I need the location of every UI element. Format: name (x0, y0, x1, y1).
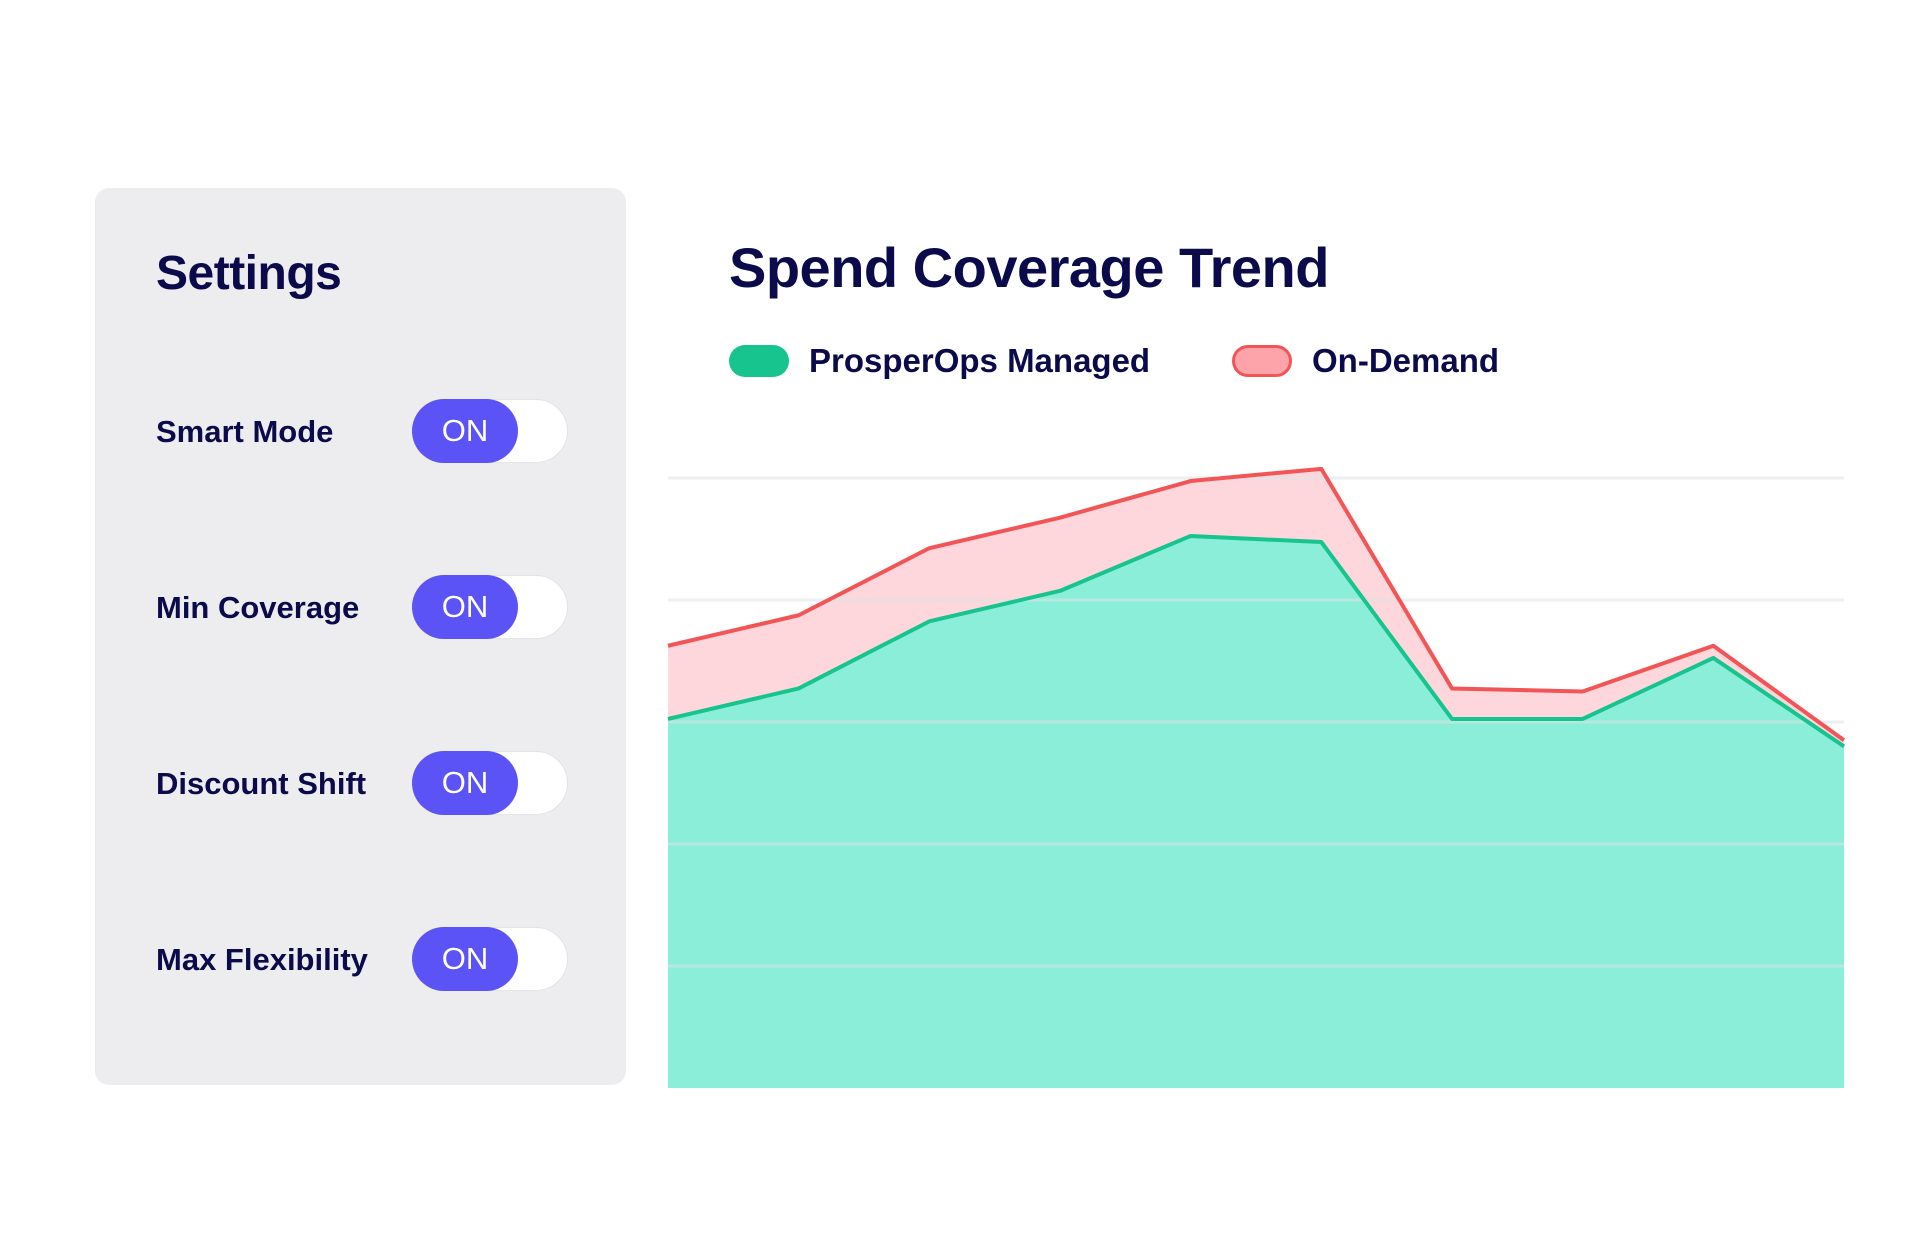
area-chart (667, 466, 1846, 1088)
legend-item-managed: ProsperOps Managed (729, 342, 1151, 379)
settings-title: Settings (156, 247, 342, 300)
legend-label: On-Demand (1312, 342, 1500, 379)
max-flexibility-toggle[interactable]: ON (412, 927, 568, 991)
managed-line (667, 533, 1846, 749)
chart-title: Spend Coverage Trend (729, 236, 1329, 299)
setting-label: Min Coverage (156, 590, 360, 625)
toggle-on-knob: ON (412, 575, 518, 639)
legend-item-ondemand: On-Demand (1232, 342, 1500, 379)
toggle-on-knob: ON (412, 399, 518, 463)
legend-swatch-managed (729, 345, 789, 377)
managed-area (668, 535, 1844, 1088)
setting-row-discount-shift: Discount Shift ON (156, 751, 576, 817)
setting-label: Max Flexibility (156, 942, 368, 977)
setting-label: Discount Shift (156, 766, 367, 801)
settings-panel: Settings Smart Mode ON Min Coverage ON D… (95, 188, 626, 1085)
discount-shift-toggle[interactable]: ON (412, 751, 568, 815)
legend-swatch-ondemand (1232, 345, 1292, 377)
smart-mode-toggle[interactable]: ON (412, 399, 568, 463)
toggle-on-knob: ON (412, 927, 518, 991)
setting-row-min-coverage: Min Coverage ON (156, 575, 576, 641)
setting-label: Smart Mode (156, 414, 334, 449)
setting-row-smart-mode: Smart Mode ON (156, 399, 576, 465)
ondemand-line (667, 466, 1846, 742)
setting-row-max-flexibility: Max Flexibility ON (156, 927, 576, 993)
min-coverage-toggle[interactable]: ON (412, 575, 568, 639)
ondemand-area (668, 468, 1844, 747)
toggle-on-knob: ON (412, 751, 518, 815)
legend-label: ProsperOps Managed (809, 342, 1151, 379)
